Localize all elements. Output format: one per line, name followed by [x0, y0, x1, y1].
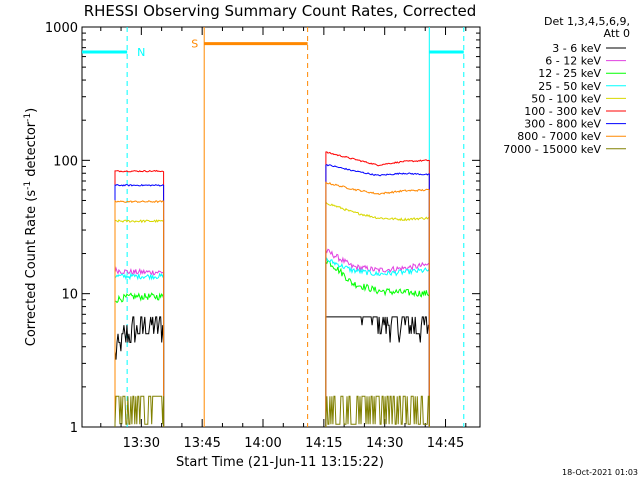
legend-entry-label: 7000 - 15000 keV	[503, 143, 601, 156]
flag-layer: NS	[82, 27, 465, 427]
legend-entry-label: 100 - 300 keV	[524, 105, 601, 118]
y-tick-label: 1000	[45, 21, 78, 36]
series-line	[114, 169, 165, 427]
x-tick-label: 13:30	[123, 436, 160, 451]
x-tick-label: 14:15	[305, 436, 342, 451]
series-6-12kev	[114, 248, 430, 427]
series-line	[114, 292, 165, 427]
x-tick-label: 14:30	[366, 436, 403, 451]
series-line	[114, 199, 165, 427]
series-layer	[114, 151, 430, 427]
y-tick-label: 100	[53, 154, 78, 169]
legend-entry-label: 300 - 800 keV	[524, 118, 601, 131]
series-line	[325, 151, 430, 427]
series-50-100kev	[114, 200, 430, 427]
series-line	[114, 272, 165, 427]
y-axis-label: Corrected Count Rate (s-1 detector-1)	[23, 108, 39, 346]
series-line	[325, 316, 430, 427]
legend-entry-label: 12 - 25 keV	[538, 67, 601, 80]
series-100-300kev	[114, 151, 430, 427]
x-tick-label: 14:00	[244, 436, 281, 451]
plot-frame	[81, 26, 481, 428]
legend-header-detectors: Det 1,3,4,5,6,9,	[544, 15, 630, 28]
series-300-800kev	[114, 163, 430, 427]
x-tick-label: 13:45	[183, 436, 220, 451]
series-line	[325, 257, 430, 427]
series-line	[325, 248, 430, 427]
series-line	[114, 316, 165, 427]
footer-date: 18-Oct-2021 01:03	[562, 468, 638, 477]
legend-entry-label: 800 - 7000 keV	[517, 130, 601, 143]
series-line	[325, 395, 430, 427]
legend-entry-label: 25 - 50 keV	[538, 80, 601, 93]
series-12-25kev	[114, 259, 430, 427]
series-line	[325, 181, 430, 427]
night-flag-label: N	[137, 46, 145, 59]
y-tick-label: 1	[70, 421, 78, 436]
x-axis: 13:30 13:45 14:00 14:15 14:30 14:45	[100, 27, 467, 451]
series-line	[114, 218, 165, 427]
series-line	[325, 163, 430, 427]
legend-entry-label: 50 - 100 keV	[531, 92, 601, 105]
chart-title: RHESSI Observing Summary Count Rates, Co…	[84, 2, 477, 20]
series-line	[114, 395, 165, 427]
y-tick-label: 10	[61, 288, 78, 303]
x-tick-label: 14:45	[427, 436, 464, 451]
legend-header-attenuator: Att 0	[604, 27, 630, 40]
series-line	[114, 266, 165, 427]
series-7000-15000kev	[114, 395, 430, 427]
legend-entry-label: 6 - 12 keV	[545, 55, 601, 68]
y-axis: 1 10 100 1000	[45, 21, 480, 436]
series-3-6kev	[114, 316, 430, 427]
legend-entry-label: 3 - 6 keV	[552, 42, 601, 55]
series-800-7000kev	[114, 181, 430, 427]
series-line	[325, 200, 430, 427]
series-25-50kev	[114, 257, 430, 427]
series-line	[114, 183, 165, 427]
series-line	[325, 259, 430, 427]
saa-flag-label: S	[191, 38, 198, 51]
x-axis-label: Start Time (21-Jun-11 13:15:22)	[176, 455, 384, 470]
